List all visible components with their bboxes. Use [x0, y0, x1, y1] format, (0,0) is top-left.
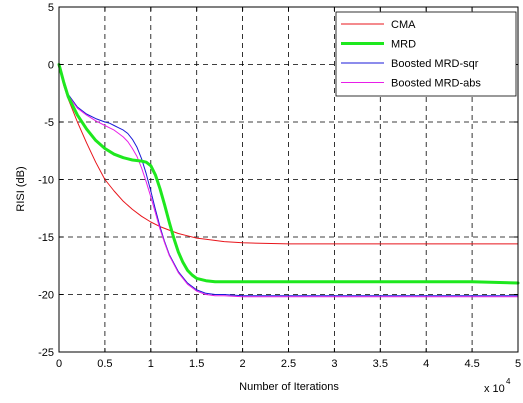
x-tick-label: 2 — [240, 358, 246, 370]
y-tick-label: -20 — [38, 290, 54, 302]
y-tick-label: -10 — [38, 175, 54, 187]
x-tick-label: 0 — [56, 358, 62, 370]
x-tick-label: 4.5 — [464, 358, 479, 370]
x-tick-label: 1.5 — [189, 358, 204, 370]
x-axis-multiplier: x 10 4 — [484, 377, 511, 395]
x-tick-label: 4 — [423, 358, 429, 370]
x-tick-label: 0.5 — [97, 358, 112, 370]
series-line-cma — [58, 64, 519, 245]
legend-label-cma: CMA — [391, 19, 416, 31]
legend-label-boosted-mrd-abs: Boosted MRD-abs — [391, 78, 481, 90]
y-tick-label: -5 — [44, 117, 54, 129]
x-tick-label: 3 — [331, 358, 337, 370]
x-tick-label: 2.5 — [281, 358, 296, 370]
y-tick-label: -25 — [38, 347, 54, 359]
x-axis-label: Number of Iterations — [239, 381, 339, 393]
legend: CMA MRD Boosted MRD-sqr Boosted MRD-abs — [335, 11, 517, 97]
y-tick-label: 0 — [48, 60, 54, 72]
x-tick-label: 3.5 — [373, 358, 388, 370]
x-tick-label: 1 — [148, 358, 154, 370]
series-line-boosted-mrd-abs — [58, 64, 519, 298]
legend-label-boosted-mrd-sqr: Boosted MRD-sqr — [391, 58, 479, 70]
x-multiplier-exponent: 4 — [506, 377, 511, 386]
legend-items: CMA MRD Boosted MRD-sqr Boosted MRD-abs — [341, 19, 481, 90]
series-line-mrd — [57, 63, 520, 285]
legend-label-mrd: MRD — [391, 39, 416, 51]
ticks — [58, 6, 519, 353]
y-axis-label: RISI (dB) — [15, 166, 27, 211]
y-tick-label: -15 — [38, 232, 54, 244]
series-line-boosted-mrd-sqr — [58, 64, 519, 297]
y-tick-label: 5 — [48, 2, 54, 14]
series-layer — [57, 63, 520, 298]
x-tick-label: 5 — [515, 358, 521, 370]
x-multiplier-base: x 10 — [484, 383, 505, 395]
tick-labels: 0 0.5 1 1.5 2 2.5 3 3.5 4 4.5 5 -25 -20 -15 -10 -5 0 5 — [38, 2, 521, 370]
